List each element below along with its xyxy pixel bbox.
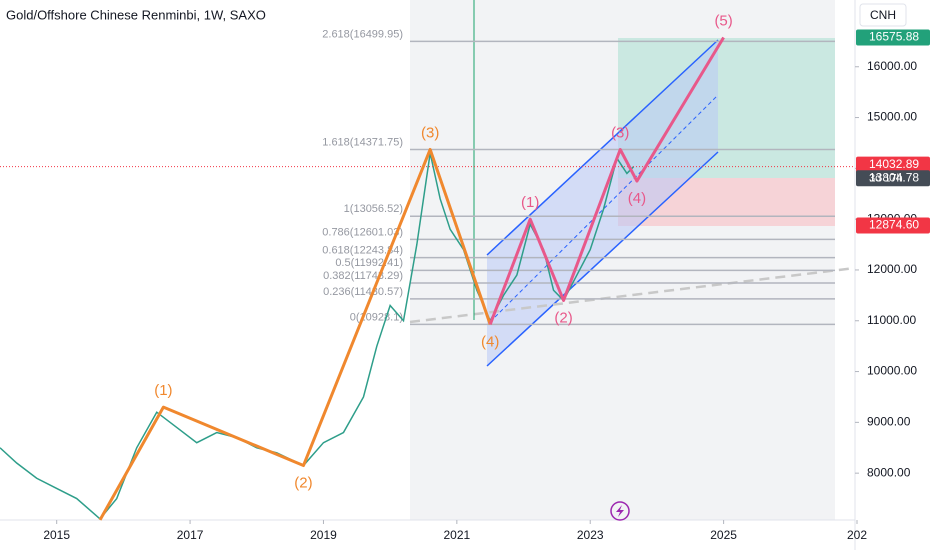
event-bolt (616, 505, 624, 517)
wave-label: (4) (481, 333, 499, 350)
x-tick-label: 2021 (443, 528, 470, 542)
fib-label: 1(13056.52) (344, 203, 403, 215)
wave-label: (3) (421, 124, 439, 141)
channel-top (486, 39, 719, 256)
price-label: 12874.60 (869, 218, 919, 232)
countdown: 3d 17h (869, 173, 903, 185)
y-tick-label: 16000.00 (867, 59, 917, 73)
wave-label: (2) (554, 309, 572, 326)
price-label-box (856, 217, 930, 234)
channel-mid (489, 94, 719, 323)
y-tick-label: 8000.00 (867, 465, 911, 479)
price-label: 14032.89 (869, 157, 919, 171)
price-label: 13804.78 (869, 170, 919, 184)
currency: CNH (870, 8, 896, 22)
wave-label: (1) (521, 194, 539, 211)
event-icon[interactable] (610, 501, 630, 521)
wave-line (98, 147, 492, 521)
y-tick-label: 9000.00 (867, 415, 911, 429)
x-tick-label: 2023 (577, 528, 604, 542)
wave-label: (2) (294, 475, 312, 492)
price-label: 16575.88 (869, 30, 919, 44)
fib-label: 0.786(12601.03) (322, 226, 403, 238)
fib-label: 0(10928.1) (350, 311, 403, 323)
y-tick-label: 11000.00 (867, 313, 916, 327)
wave-line (488, 36, 725, 325)
y-tick-label: 10000.00 (867, 364, 917, 378)
x-tick-label: 2019 (310, 528, 337, 542)
x-tick-label: 2025 (710, 528, 737, 542)
fib-label: 0.236(11430.57) (323, 286, 403, 298)
trend-dash (409, 266, 856, 324)
x-tick-label: 2015 (43, 528, 70, 542)
channel-bottom (486, 151, 719, 367)
fib-label: 0.5(11992.41) (335, 257, 403, 269)
y-tick-label: 12000.00 (867, 262, 917, 276)
wave-label: (1) (154, 382, 172, 399)
fib-label: 0.382(11743.29) (323, 270, 403, 282)
fib-label: 0.618(12243.84) (322, 244, 403, 256)
wave-label: (3) (611, 124, 629, 141)
chart-title: Gold/Offshore Chinese Renminbi, 1W, SAXO (6, 7, 266, 22)
fib-label: 2.618(16499.95) (322, 28, 403, 40)
wave-label: (4) (628, 190, 646, 207)
x-tick-label: 2017 (177, 528, 204, 542)
wave-label: (5) (714, 12, 732, 29)
y-tick-label: 15000.00 (867, 110, 917, 124)
x-tick-label: 202 (847, 528, 867, 542)
price-label-box (856, 170, 930, 187)
fib-label: 1.618(14371.75) (322, 136, 403, 148)
channel-fill (487, 40, 718, 366)
price-label-box (856, 29, 930, 46)
currency-box[interactable] (859, 3, 907, 27)
